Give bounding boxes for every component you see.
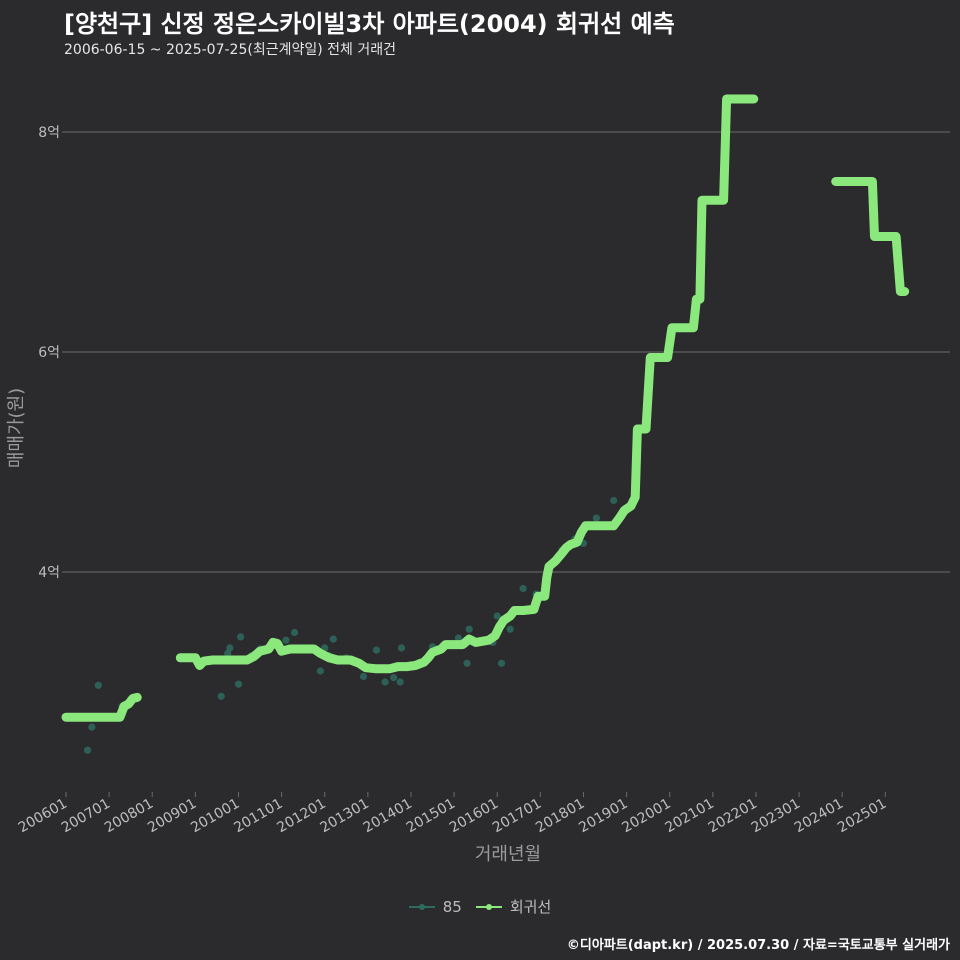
legend-swatch-85 [408, 903, 435, 910]
x-tick-label: 200701 [59, 796, 113, 837]
data-point-85 [390, 674, 398, 682]
data-point-85 [329, 635, 337, 643]
data-point-85 [226, 644, 234, 652]
y-tick-label: 8억 [38, 125, 60, 141]
data-point-85 [83, 746, 92, 754]
x-tick-label: 201201 [274, 796, 328, 837]
y-tick-label: 6억 [38, 345, 60, 361]
x-tick-label: 202001 [619, 796, 673, 837]
data-point-85 [454, 634, 463, 642]
grid-lines [66, 131, 950, 573]
legend-swatch-regression [475, 903, 502, 910]
legend-item-85[interactable]: 85 [408, 897, 462, 916]
data-point-85 [381, 678, 389, 686]
data-point-85 [519, 584, 527, 593]
regression-segment [61, 692, 142, 722]
regression-segment [831, 177, 910, 296]
data-point-85 [316, 667, 325, 675]
data-point-85 [224, 649, 232, 658]
chart-subtitle: 2006-06-15 ~ 2025-07-25(최근계약일) 전체 거래건 [64, 42, 396, 58]
data-point-85 [290, 628, 299, 637]
x-tick-label: 200801 [102, 796, 156, 837]
data-point-85 [463, 659, 471, 667]
data-point-85 [465, 625, 473, 633]
y-tick-label: 4억 [38, 565, 60, 581]
data-point-85 [396, 678, 404, 686]
x-tick-label: 202401 [792, 796, 846, 837]
data-point-85 [217, 692, 225, 700]
regression-line [61, 94, 910, 722]
x-tick-label: 201601 [447, 796, 501, 837]
x-tick-label: 202501 [835, 796, 889, 837]
data-point-85 [497, 659, 506, 667]
x-tick-label: 201401 [361, 796, 415, 837]
x-tick-label: 202201 [706, 796, 760, 837]
data-point-85 [94, 681, 102, 689]
x-tick-label: 201501 [404, 796, 458, 837]
x-tick-label: 202101 [663, 796, 717, 837]
data-point-85 [282, 636, 290, 644]
data-point-85 [237, 633, 245, 641]
x-tick-label: 201301 [318, 796, 372, 837]
data-point-85 [88, 723, 96, 731]
x-tick-label: 201101 [231, 796, 285, 837]
y-axis-ticks: 4억 6억 8억 [38, 125, 66, 581]
x-tick-label: 201901 [576, 796, 630, 837]
x-tick-label: 201001 [188, 796, 242, 837]
x-tick-label: 200901 [145, 796, 199, 837]
legend: 85 회귀선 [0, 896, 960, 917]
x-axis-label: 거래년월 [475, 844, 541, 865]
x-axis-ticks: 2006012007012008012009012010012011012012… [16, 792, 889, 837]
scatter-points [83, 496, 631, 754]
x-tick-label: 201801 [533, 796, 587, 837]
legend-label-85: 85 [442, 897, 462, 916]
legend-item-regression[interactable]: 회귀선 [475, 896, 552, 917]
data-point-85 [592, 514, 601, 522]
data-point-85 [359, 672, 368, 681]
data-point-85 [610, 496, 618, 505]
y-axis-label: 매매가(원) [6, 388, 27, 468]
data-point-85 [493, 612, 501, 620]
x-tick-label: 202301 [749, 796, 803, 837]
legend-label-regression: 회귀선 [509, 898, 552, 916]
chart-title: [양천구] 신정 정은스카이빌3차 아파트(2004) 회귀선 예측 [64, 10, 675, 38]
source-credit: ©디아파트(dapt.kr) / 2025.07.30 / 자료=국토교통부 실… [566, 938, 950, 953]
data-point-85 [234, 680, 243, 688]
regression-segment [175, 94, 759, 674]
data-point-85 [372, 646, 381, 654]
data-point-85 [506, 625, 514, 633]
data-point-85 [397, 644, 406, 652]
x-tick-label: 201701 [490, 796, 544, 837]
x-tick-label: 200601 [16, 796, 70, 837]
